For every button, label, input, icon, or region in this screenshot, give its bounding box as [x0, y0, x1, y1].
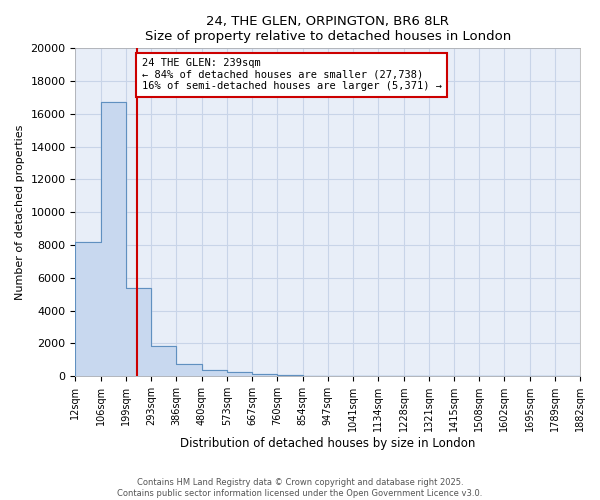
Title: 24, THE GLEN, ORPINGTON, BR6 8LR
Size of property relative to detached houses in: 24, THE GLEN, ORPINGTON, BR6 8LR Size of… — [145, 15, 511, 43]
Text: Contains HM Land Registry data © Crown copyright and database right 2025.
Contai: Contains HM Land Registry data © Crown c… — [118, 478, 482, 498]
Y-axis label: Number of detached properties: Number of detached properties — [15, 124, 25, 300]
Text: 24 THE GLEN: 239sqm
← 84% of detached houses are smaller (27,738)
16% of semi-de: 24 THE GLEN: 239sqm ← 84% of detached ho… — [142, 58, 442, 92]
X-axis label: Distribution of detached houses by size in London: Distribution of detached houses by size … — [180, 437, 475, 450]
